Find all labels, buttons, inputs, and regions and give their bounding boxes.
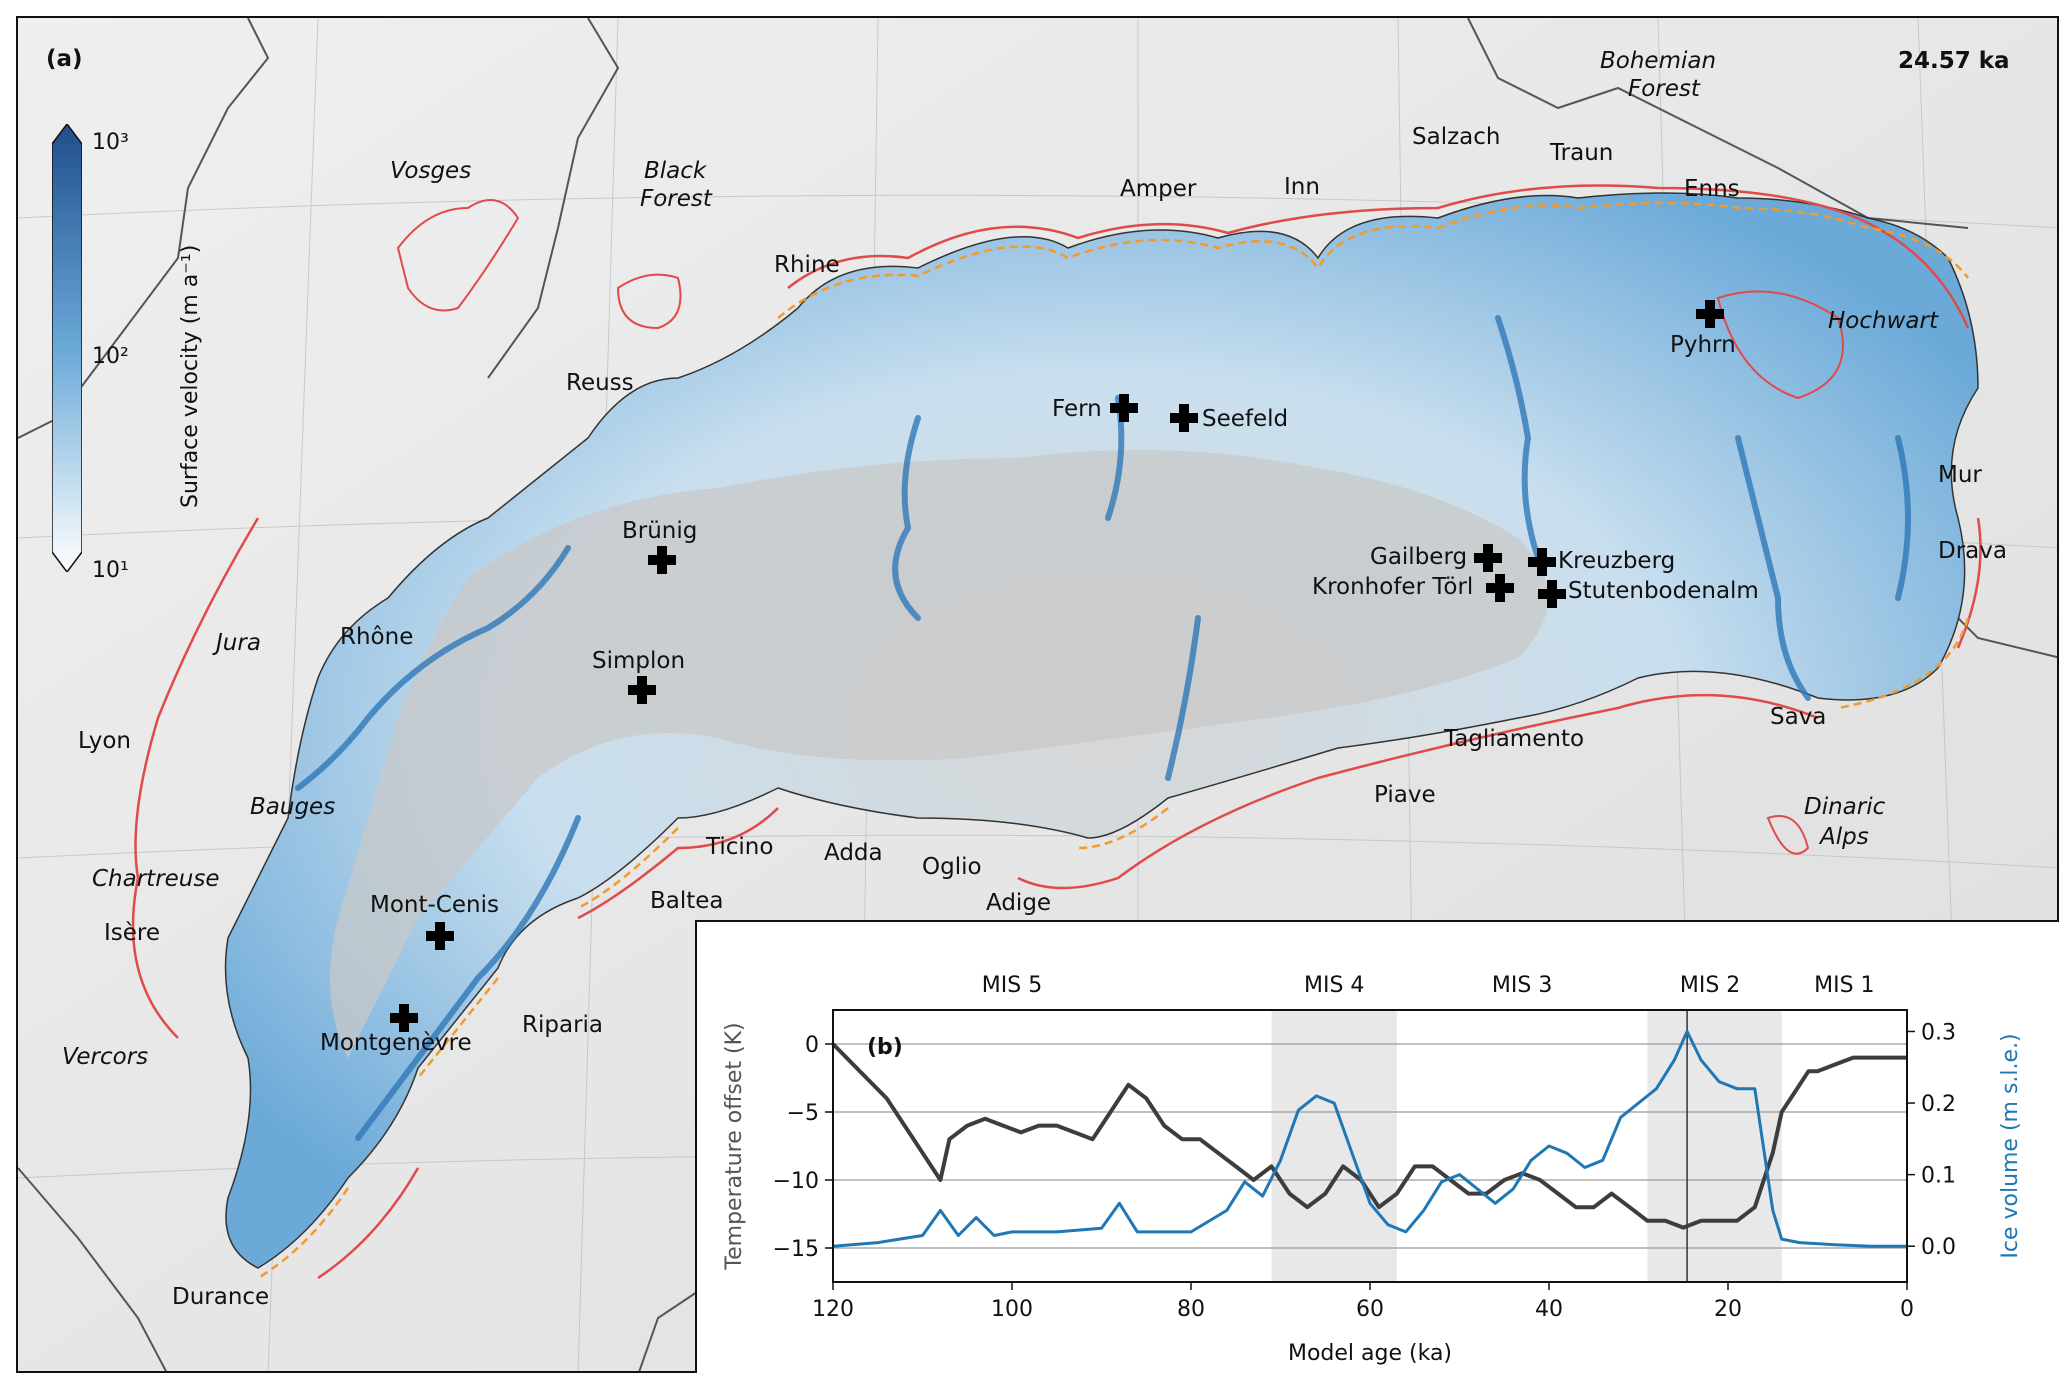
yl-tick-label-3: −15 — [773, 1237, 819, 1262]
x-tick-label-2: 80 — [1177, 1297, 1205, 1322]
x-tick-label-5: 20 — [1714, 1297, 1742, 1322]
x-axis-label: Model age (ka) — [1288, 1341, 1452, 1366]
x-tick-label-0: 120 — [812, 1297, 854, 1322]
pass-simplon-marker — [628, 676, 656, 704]
river-rhone: Rhône — [340, 624, 414, 650]
yl-tick-label-2: −10 — [773, 1169, 819, 1194]
city-lyon: Lyon — [78, 728, 131, 754]
x-tick-label-4: 40 — [1535, 1297, 1563, 1322]
colorbar — [52, 124, 82, 572]
pass-kronhofer-label: Kronhofer Törl — [1312, 574, 1474, 600]
river-adda: Adda — [824, 840, 883, 866]
pass-mont-cenis-marker — [426, 922, 454, 950]
river-drava: Drava — [1938, 538, 2007, 564]
river-ticino: Ticino — [706, 834, 774, 860]
x-tick-label-6: 0 — [1900, 1297, 1914, 1322]
panel-a-label: (a) — [46, 46, 83, 72]
yr-tick-label-1: 0.1 — [1921, 1164, 1956, 1189]
mis-shade-1 — [1647, 1010, 1782, 1282]
region-vosges: Vosges — [390, 158, 472, 184]
yr-tick-label-0: 0.0 — [1921, 1235, 1956, 1260]
colorbar-tick-1000: 10³ — [92, 130, 129, 155]
region-dinaric-alps: Alps — [1820, 824, 1869, 850]
pass-montgenevre-label: Montgenèvre — [320, 1030, 472, 1056]
colorbar-title: Surface velocity (m a⁻¹) — [178, 244, 203, 508]
river-mur: Mur — [1938, 462, 1982, 488]
time-label: 24.57 ka — [1898, 48, 2010, 74]
pass-fern-label: Fern — [1052, 396, 1102, 422]
region-vercors: Vercors — [62, 1044, 149, 1070]
y-right-axis-label: Ice volume (m s.l.e.) — [1998, 1033, 2023, 1258]
river-oglio: Oglio — [922, 854, 982, 880]
pass-brunig-label: Brünig — [622, 518, 698, 544]
pass-fern-marker — [1110, 394, 1138, 422]
minor-glaciers — [396, 199, 1844, 855]
colorbar-gradient — [52, 124, 82, 572]
pass-pyhrn-marker — [1696, 300, 1724, 328]
river-piave: Piave — [1374, 782, 1436, 808]
pass-simplon-label: Simplon — [592, 648, 686, 674]
pass-montgenevre-marker — [390, 1004, 418, 1032]
colorbar-tick-10: 10¹ — [92, 558, 129, 583]
timeseries-chart: 120 100 80 60 40 20 0 0 −5 −10 −15 0.0 0.1 0.2 0.3 MIS … — [722, 973, 2023, 1366]
region-black-forest: Forest — [640, 186, 712, 212]
river-baltea: Baltea — [650, 888, 724, 914]
pass-kronhofer-marker — [1486, 574, 1514, 602]
x-tick-label-3: 60 — [1356, 1297, 1384, 1322]
yl-tick-label-1: −5 — [787, 1101, 819, 1126]
region-chartreuse: Chartreuse — [92, 866, 220, 892]
river-traun: Traun — [1550, 140, 1614, 166]
pass-kreuzberg-label: Kreuzberg — [1558, 548, 1676, 574]
river-isere: Isère — [104, 920, 161, 946]
stage-label-4: MIS 1 — [1814, 973, 1874, 998]
region-hochwart: Hochwart — [1828, 308, 1938, 334]
region-black: Black — [644, 158, 707, 184]
river-amper: Amper — [1120, 176, 1197, 202]
pass-gailberg-label: Gailberg — [1370, 544, 1468, 570]
pass-gailberg-marker — [1474, 544, 1502, 572]
river-enns: Enns — [1684, 176, 1740, 202]
colorbar-tick-100: 10² — [92, 344, 129, 369]
river-tagliamento: Tagliamento — [1444, 726, 1585, 752]
river-rhine: Rhine — [774, 252, 840, 278]
yr-tick-label-3: 0.3 — [1921, 1020, 1956, 1045]
river-reuss: Reuss — [566, 370, 634, 396]
stage-label-3: MIS 2 — [1680, 973, 1740, 998]
region-jura: Jura — [216, 630, 261, 656]
panel-b: 120 100 80 60 40 20 0 0 −5 −10 −15 0.0 0.1 0.2 0.3 MIS … — [695, 920, 2059, 1373]
river-sava: Sava — [1770, 704, 1827, 730]
river-durance: Durance — [172, 1284, 270, 1310]
pass-kreuzberg-marker — [1528, 548, 1556, 576]
pass-pyhrn-label: Pyhrn — [1670, 332, 1736, 358]
stage-label-0: MIS 5 — [982, 973, 1042, 998]
region-bauges: Bauges — [250, 794, 336, 820]
stage-label-2: MIS 3 — [1492, 973, 1552, 998]
yl-tick-label-0: 0 — [805, 1033, 819, 1058]
region-bohemian: Bohemian — [1600, 48, 1717, 74]
pass-seefeld-label: Seefeld — [1202, 406, 1289, 432]
river-salzach: Salzach — [1412, 124, 1501, 150]
ice-interior — [330, 450, 1548, 1058]
river-inn: Inn — [1284, 174, 1320, 200]
region-dinaric: Dinaric — [1804, 794, 1886, 820]
mis-shade-0 — [1271, 1010, 1397, 1282]
extent-outline-orange — [257, 201, 1970, 1280]
lgm-outline-red — [131, 184, 1982, 1280]
x-tick-label-1: 100 — [991, 1297, 1033, 1322]
river-riparia: Riparia — [522, 1012, 604, 1038]
region-bohemian-forest: Forest — [1628, 76, 1700, 102]
panel-b-label: (b) — [867, 1035, 903, 1060]
river-adige: Adige — [986, 890, 1052, 916]
y-left-axis-label: Temperature offset (K) — [722, 1022, 747, 1270]
pass-mont-cenis-label: Mont-Cenis — [370, 892, 499, 918]
yr-tick-label-2: 0.2 — [1921, 1092, 1956, 1117]
pass-stutenbodenalm-marker — [1538, 580, 1566, 608]
ice-volume-line — [832, 1030, 1907, 1248]
pass-brunig-marker — [648, 546, 676, 574]
stage-label-1: MIS 4 — [1304, 973, 1364, 998]
pass-stutenbodenalm-label: Stutenbodenalm — [1568, 578, 1759, 604]
pass-seefeld-marker — [1170, 404, 1198, 432]
